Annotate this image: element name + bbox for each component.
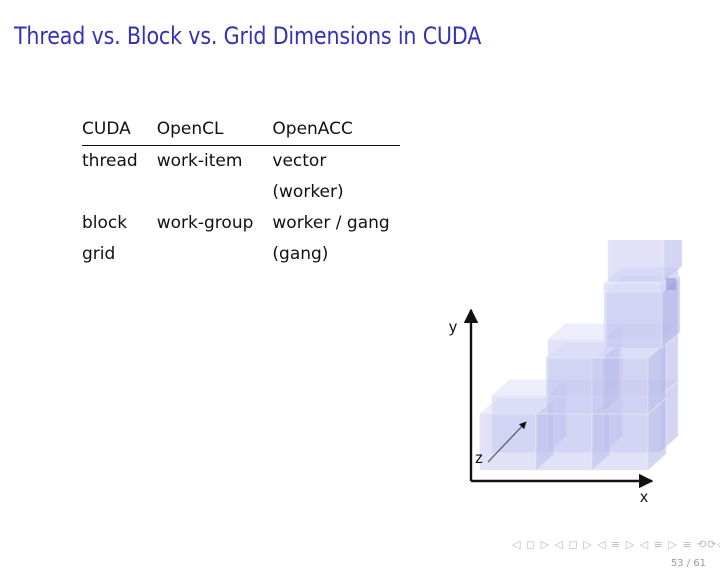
beamer-navigation[interactable]: ◁ ◻ ▷ ◁ ◻ ▷ ◁ ≡ ▷ ◁ ≡ ▷ ≡ ⟲⟳◇ (512, 538, 720, 551)
cell-openacc: vector (worker) (272, 146, 399, 209)
cell-openacc-line: (worker) (272, 182, 344, 202)
cube-front-face (591, 357, 649, 415)
cube-front-face (605, 291, 663, 349)
cube-side-face (663, 240, 683, 283)
cube-front-face (591, 413, 649, 471)
table-row: grid (gang) (82, 239, 400, 270)
page-number: 53 / 61 (670, 558, 706, 569)
block-cubes (479, 240, 683, 471)
header-openacc: OpenACC (272, 114, 400, 146)
cube-front-face (607, 240, 665, 283)
z-axis (487, 421, 527, 463)
header-opencl: OpenCL (156, 114, 273, 146)
table-row: block work-group worker / gang (82, 208, 400, 239)
terminology-table: CUDA OpenCL OpenACC thread work-item vec… (82, 114, 400, 270)
cell-openacc: worker / gang (272, 208, 399, 239)
z-axis-label: z (475, 450, 483, 467)
cell-cuda: grid (82, 244, 116, 264)
cell-opencl: work-group (156, 213, 254, 233)
cube-front-face (535, 413, 593, 471)
slide-title: Thread vs. Block vs. Grid Dimensions in … (14, 22, 482, 50)
header-cuda: CUDA (82, 114, 157, 146)
thread-cube (666, 278, 676, 290)
cell-openacc-line: vector (272, 151, 327, 171)
cell-opencl: work-item (156, 151, 243, 171)
table-row: thread work-item vector (worker) (82, 146, 400, 209)
cell-openacc-line: (gang) (272, 244, 329, 264)
cell-openacc-line: worker / gang (272, 213, 390, 233)
cell-cuda: thread (82, 151, 138, 171)
cell-openacc: (gang) (272, 239, 399, 270)
table-header-row: CUDA OpenCL OpenACC (82, 114, 400, 146)
x-axis-label: x (640, 489, 648, 506)
cube-side-face (661, 275, 681, 349)
cell-opencl (157, 239, 273, 270)
y-axis-label: y (449, 319, 457, 336)
grid-block-figure: y x z (449, 240, 683, 506)
cell-cuda: block (82, 213, 128, 233)
